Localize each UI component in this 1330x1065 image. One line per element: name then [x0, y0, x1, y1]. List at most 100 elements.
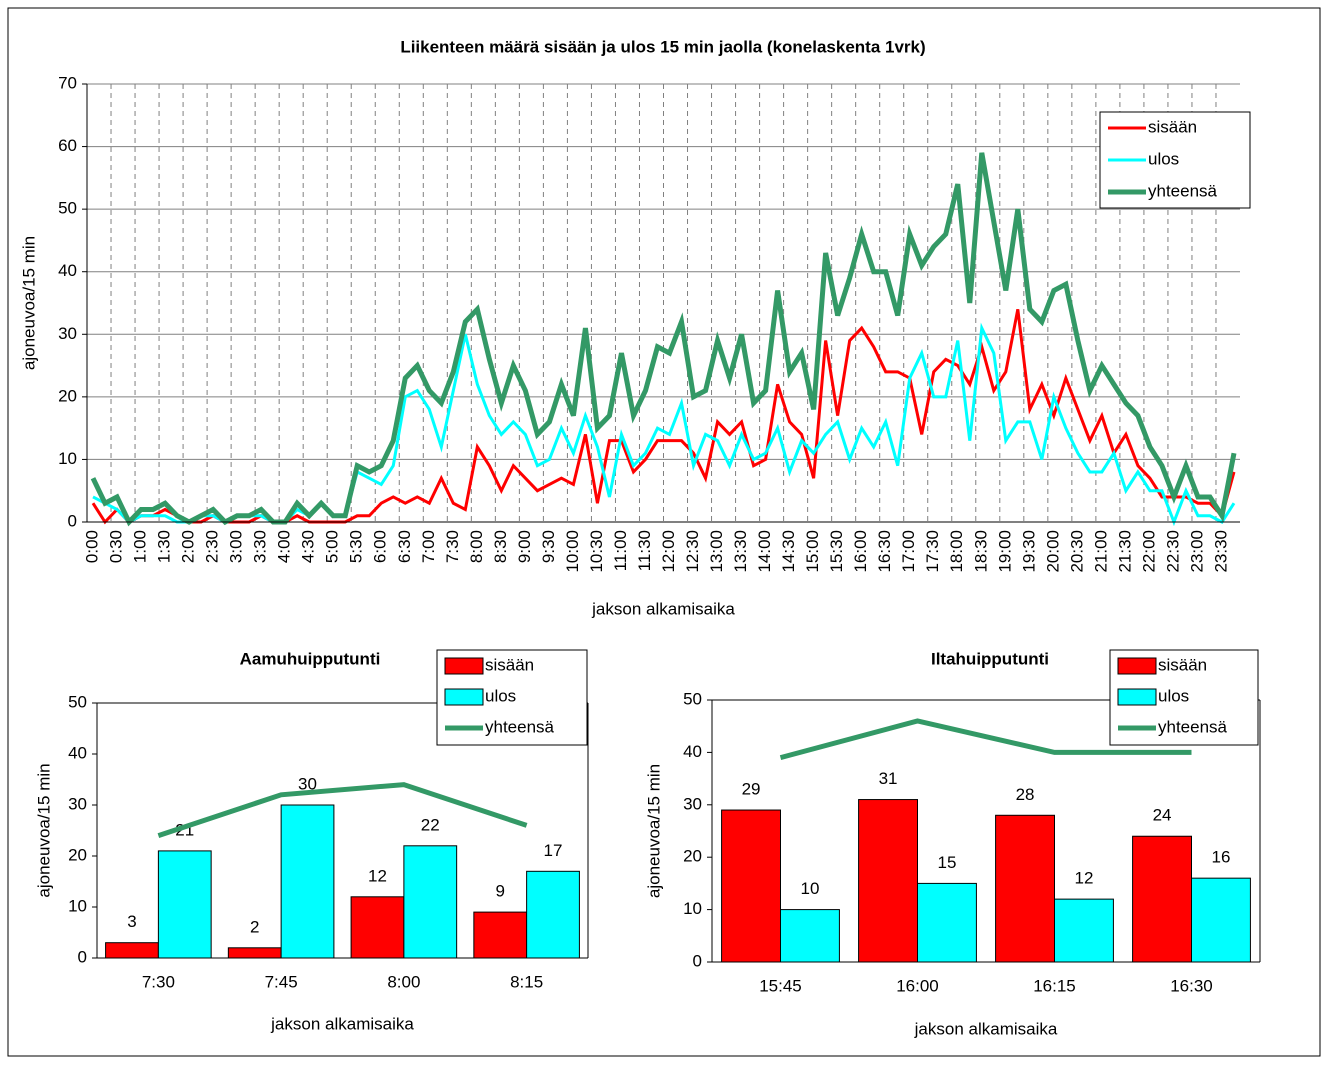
x-tick-label: 7:30: [443, 530, 462, 563]
x-axis-label: jakson alkamisaika: [914, 1019, 1058, 1038]
x-tick-label: 13:00: [707, 530, 726, 573]
bar: [227, 947, 282, 959]
x-tick-label: 18:00: [947, 530, 966, 573]
x-tick-label: 16:00: [851, 530, 870, 573]
x-tick-label: 3:00: [227, 530, 246, 563]
data-label: 16: [1211, 848, 1230, 867]
x-tick-label: 23:00: [1187, 530, 1206, 573]
chart-title: Liikenteen määrä sisään ja ulos 15 min j…: [400, 37, 925, 56]
chart-title: Iltahuipputunti: [931, 649, 1049, 668]
y-axis-label: ajoneuvoa/15 min: [644, 764, 663, 898]
x-tick-label: 16:00: [896, 976, 939, 995]
x-tick-label: 16:30: [875, 530, 894, 573]
x-tick-label: 10:30: [587, 530, 606, 573]
line: [157, 782, 528, 838]
x-tick-label: 8:30: [491, 530, 510, 563]
x-axis-label: jakson alkamisaika: [591, 599, 735, 618]
legend-label: yhteensä: [485, 717, 555, 736]
legend-swatch: [444, 657, 484, 675]
x-tick-label: 19:00: [995, 530, 1014, 573]
bar: [858, 799, 919, 963]
y-tick-label: 50: [683, 689, 702, 708]
y-tick-label: 60: [58, 136, 77, 155]
x-tick-label: 13:30: [731, 530, 750, 573]
x-tick-label: 5:30: [347, 530, 366, 563]
x-tick-label: 14:00: [755, 530, 774, 573]
x-tick-label: 15:30: [827, 530, 846, 573]
x-tick-label: 12:30: [683, 530, 702, 573]
bar: [526, 870, 580, 959]
x-tick-label: 11:30: [635, 530, 654, 571]
x-tick-label: 22:00: [1139, 530, 1158, 573]
x-tick-label: 17:00: [899, 530, 918, 573]
x-tick-label: 15:45: [759, 976, 802, 995]
x-tick-label: 18:30: [971, 530, 990, 573]
data-label: 12: [1074, 869, 1093, 888]
x-tick-label: 0:30: [107, 530, 126, 563]
bar: [995, 814, 1056, 963]
y-tick-label: 20: [68, 845, 87, 864]
bar: [1191, 877, 1251, 963]
x-tick-label: 21:30: [1115, 530, 1134, 573]
bar: [917, 882, 977, 963]
x-tick-label: 22:30: [1163, 530, 1182, 573]
legend-label: ulos: [485, 686, 516, 705]
data-label: 9: [495, 882, 504, 901]
data-label: 12: [368, 866, 387, 885]
legend-swatch: [444, 688, 484, 706]
y-tick-label: 20: [683, 847, 702, 866]
bar: [473, 911, 528, 959]
bar: [780, 909, 840, 963]
x-tick-label: 4:30: [299, 530, 318, 563]
legend-label: yhteensä: [1158, 717, 1228, 736]
x-tick-label: 2:30: [203, 530, 222, 563]
y-tick-label: 50: [68, 692, 87, 711]
line: [779, 718, 1192, 761]
legend-label: yhteensä: [1148, 181, 1218, 200]
bar: [105, 942, 159, 959]
x-tick-label: 9:30: [539, 530, 558, 563]
y-tick-label: 10: [68, 896, 87, 915]
y-axis-label: ajoneuvoa/15 min: [19, 236, 38, 370]
x-tick-label: 23:30: [1211, 530, 1230, 573]
y-tick-label: 50: [58, 199, 77, 218]
bar: [1132, 835, 1192, 963]
x-tick-label: 8:00: [387, 972, 420, 991]
data-label: 15: [937, 853, 956, 872]
x-tick-label: 15:00: [803, 530, 822, 573]
data-label: 2: [250, 917, 259, 936]
data-label: 3: [127, 912, 136, 931]
x-tick-label: 3:30: [251, 530, 270, 563]
y-tick-label: 40: [683, 742, 702, 761]
y-tick-label: 40: [58, 261, 77, 280]
legend-label: sisään: [485, 655, 534, 674]
data-label: 29: [742, 780, 761, 799]
x-tick-label: 1:30: [155, 530, 174, 563]
x-tick-label: 7:00: [419, 530, 438, 563]
x-tick-label: 1:00: [131, 530, 150, 563]
y-tick-label: 70: [58, 73, 77, 92]
x-tick-label: 6:00: [371, 530, 390, 563]
data-label: 31: [879, 769, 898, 788]
data-label: 17: [544, 841, 563, 860]
x-tick-label: 16:30: [1170, 976, 1213, 995]
data-label: 30: [298, 774, 317, 793]
x-tick-label: 20:30: [1067, 530, 1086, 573]
bar: [1054, 898, 1114, 963]
legend-label: sisään: [1158, 655, 1207, 674]
y-tick-label: 30: [683, 794, 702, 813]
x-tick-label: 7:30: [142, 972, 175, 991]
x-tick-label: 2:00: [179, 530, 198, 563]
x-tick-label: 21:00: [1091, 530, 1110, 573]
x-tick-label: 6:30: [395, 530, 414, 563]
chart-title: Aamuhuipputunti: [240, 649, 381, 668]
y-tick-label: 40: [68, 743, 87, 762]
x-tick-label: 7:45: [265, 972, 298, 991]
x-tick-label: 11:00: [611, 530, 630, 571]
y-tick-label: 0: [693, 951, 702, 970]
x-tick-label: 16:15: [1033, 976, 1076, 995]
x-tick-label: 0:00: [82, 530, 101, 563]
data-label: 22: [421, 815, 440, 834]
legend-swatch: [1117, 688, 1157, 706]
